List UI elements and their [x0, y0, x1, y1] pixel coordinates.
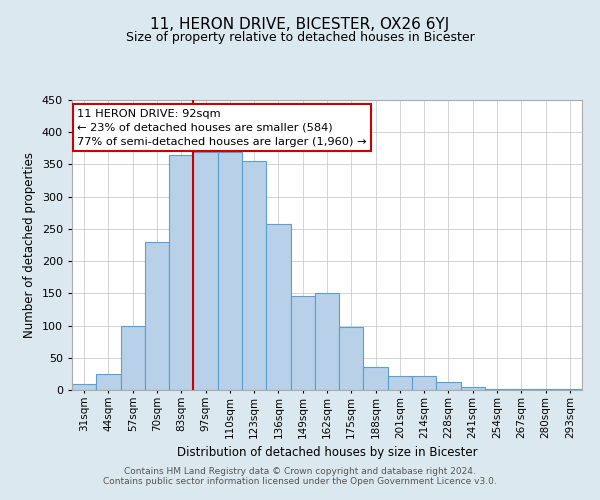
Bar	[96, 374, 121, 390]
Text: Size of property relative to detached houses in Bicester: Size of property relative to detached ho…	[125, 31, 475, 44]
Bar	[364, 368, 388, 390]
Y-axis label: Number of detached properties: Number of detached properties	[23, 152, 36, 338]
Bar	[72, 384, 96, 390]
Bar	[339, 328, 364, 390]
Text: 11, HERON DRIVE, BICESTER, OX26 6YJ: 11, HERON DRIVE, BICESTER, OX26 6YJ	[151, 18, 449, 32]
Bar	[388, 376, 412, 390]
Bar	[485, 388, 509, 390]
Bar	[266, 224, 290, 390]
Bar	[218, 152, 242, 390]
Text: Contains HM Land Registry data © Crown copyright and database right 2024.: Contains HM Land Registry data © Crown c…	[124, 467, 476, 476]
Bar	[145, 242, 169, 390]
Bar	[290, 296, 315, 390]
Bar	[315, 294, 339, 390]
Text: Contains public sector information licensed under the Open Government Licence v3: Contains public sector information licen…	[103, 477, 497, 486]
Bar	[242, 161, 266, 390]
X-axis label: Distribution of detached houses by size in Bicester: Distribution of detached houses by size …	[176, 446, 478, 459]
Bar	[121, 326, 145, 390]
Text: 11 HERON DRIVE: 92sqm
← 23% of detached houses are smaller (584)
77% of semi-det: 11 HERON DRIVE: 92sqm ← 23% of detached …	[77, 108, 367, 146]
Bar	[436, 382, 461, 390]
Bar	[193, 152, 218, 390]
Bar	[412, 376, 436, 390]
Bar	[169, 155, 193, 390]
Bar	[461, 388, 485, 390]
